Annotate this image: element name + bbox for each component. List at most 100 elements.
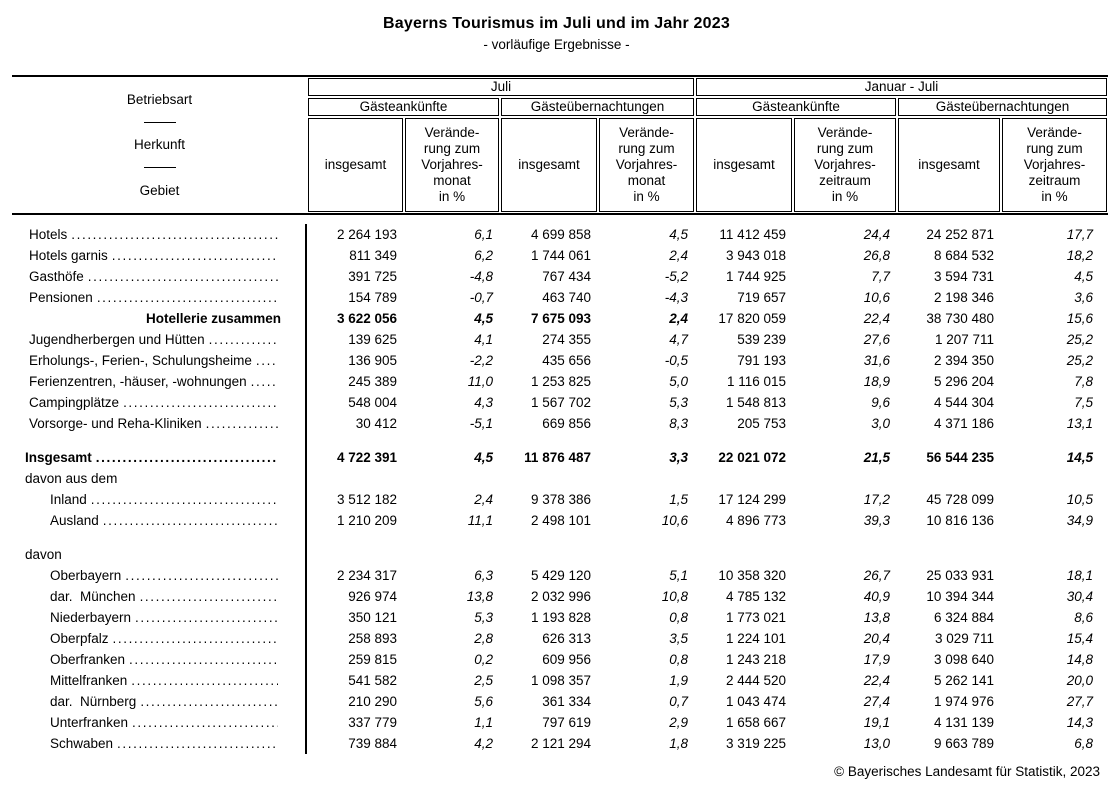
measure-group-header: Gästeankünfte bbox=[696, 98, 896, 116]
total-value: 2 234 317 bbox=[336, 568, 397, 583]
row-label-text: Schwaben bbox=[50, 736, 114, 751]
row-label-text: Gasthöfe bbox=[29, 269, 84, 284]
pct-change-value: 5,0 bbox=[669, 374, 688, 389]
total-value: 259 815 bbox=[348, 652, 397, 667]
pct-change-value: -4,8 bbox=[469, 269, 493, 284]
total-value: 2 394 350 bbox=[933, 353, 994, 368]
dot-leader bbox=[125, 652, 278, 667]
total-value: 38 730 480 bbox=[926, 311, 994, 326]
pct-change-value: 14,8 bbox=[1066, 652, 1093, 667]
spacer-row bbox=[12, 434, 1108, 447]
pct-change-value: 7,8 bbox=[1074, 374, 1093, 389]
pct-change-value: 13,8 bbox=[863, 610, 890, 625]
pct-change-value: 1,8 bbox=[669, 736, 688, 751]
table-row: Pensionen 154 789 -0,7 463 740 -4,3 719 657 10… bbox=[12, 287, 1108, 308]
dot-leader bbox=[113, 736, 278, 751]
row-label-text: Oberfranken bbox=[50, 652, 126, 667]
pct-change-value: 6,3 bbox=[474, 568, 493, 583]
row-label: Insgesamt bbox=[12, 447, 307, 468]
pct-change-value: 2,4 bbox=[474, 492, 493, 507]
dot-leader bbox=[202, 416, 278, 431]
row-label-text: Campingplätze bbox=[29, 395, 120, 410]
row-label: Mittelfranken bbox=[12, 670, 307, 691]
pct-change-value: 4,7 bbox=[669, 332, 688, 347]
total-value: 463 740 bbox=[542, 290, 591, 305]
table-row: Erholungs-, Ferien-, Schulungsheime 136 9… bbox=[12, 350, 1108, 371]
table-row: Mittelfranken 541 582 2,5 1 098 357 1,9 2 444… bbox=[12, 670, 1108, 691]
measure-group-header: Gästeankünfte bbox=[308, 98, 499, 116]
total-value: 274 355 bbox=[542, 332, 591, 347]
dot-leader bbox=[92, 450, 278, 465]
total-value: 4 131 139 bbox=[933, 715, 994, 730]
dot-leader bbox=[205, 332, 278, 347]
pct-change-value: 15,6 bbox=[1066, 311, 1093, 326]
total-value: 669 856 bbox=[542, 416, 591, 431]
pct-change-value: 24,4 bbox=[863, 227, 890, 242]
row-label-text: davon aus dem bbox=[25, 471, 118, 486]
column-header: insgesamt bbox=[898, 118, 1000, 212]
row-label: Niederbayern bbox=[12, 607, 307, 628]
pct-change-value: 4,5 bbox=[1074, 269, 1093, 284]
dot-leader bbox=[136, 589, 278, 604]
pct-change-value: -2,2 bbox=[469, 353, 493, 368]
dot-leader bbox=[93, 290, 278, 305]
measure-group-header: Gästeübernachtungen bbox=[501, 98, 694, 116]
total-value: 1 207 711 bbox=[934, 332, 994, 347]
pct-change-value: 10,6 bbox=[661, 513, 688, 528]
total-value: 4 785 132 bbox=[725, 589, 786, 604]
column-header: insgesamt bbox=[696, 118, 792, 212]
total-value: 767 434 bbox=[542, 269, 591, 284]
total-value: 9 663 789 bbox=[933, 736, 994, 751]
row-label: Oberfranken bbox=[12, 649, 307, 670]
row-label: Vorsorge- und Reha-Kliniken bbox=[12, 413, 307, 434]
total-value: 609 956 bbox=[542, 652, 591, 667]
row-label-text: Insgesamt bbox=[25, 450, 92, 465]
row-label: Hotels garnis bbox=[12, 245, 307, 266]
pct-change-value: 9,6 bbox=[871, 395, 890, 410]
period-header: Januar - Juli bbox=[696, 78, 1107, 96]
total-value: 1 210 209 bbox=[336, 513, 397, 528]
column-header: insgesamt bbox=[308, 118, 403, 212]
total-value: 5 429 120 bbox=[530, 568, 591, 583]
dot-leader bbox=[67, 227, 278, 242]
row-label-text: Hotellerie zusammen bbox=[145, 311, 281, 326]
pct-change-value: 25,2 bbox=[1066, 353, 1093, 368]
row-label-text: Pensionen bbox=[29, 290, 93, 305]
table-row: Insgesamt 4 722 391 4,5 11 876 487 3,3 22 021… bbox=[12, 447, 1108, 468]
total-value: 719 657 bbox=[737, 290, 786, 305]
pct-change-value: 2,9 bbox=[669, 715, 688, 730]
row-label: Inland bbox=[12, 489, 307, 510]
row-label: Ausland bbox=[12, 510, 307, 531]
pct-change-value: 11,0 bbox=[467, 374, 493, 389]
total-value: 1 193 828 bbox=[530, 610, 591, 625]
table-row: Oberfranken 259 815 0,2 609 956 0,8 1 243 218… bbox=[12, 649, 1108, 670]
pct-change-value: 1,9 bbox=[669, 673, 688, 688]
total-value: 1 253 825 bbox=[530, 374, 591, 389]
pct-change-value: 4,5 bbox=[669, 227, 688, 242]
pct-change-value: 3,6 bbox=[1074, 290, 1093, 305]
pct-change-value: 6,1 bbox=[474, 227, 493, 242]
pct-change-value: 5,3 bbox=[474, 610, 493, 625]
table-row: Ausland 1 210 209 11,1 2 498 101 10,6 4 896 7… bbox=[12, 510, 1108, 531]
total-value: 6 324 884 bbox=[933, 610, 994, 625]
pct-change-value: 21,5 bbox=[863, 450, 890, 465]
total-value: 10 816 136 bbox=[926, 513, 994, 528]
pct-change-value: -4,3 bbox=[664, 290, 688, 305]
section-row: davon bbox=[12, 544, 1108, 565]
row-label: Erholungs-, Ferien-, Schulungsheime bbox=[12, 350, 307, 371]
table-body: Hotels 2 264 193 6,1 4 699 858 4,5 11 412 459… bbox=[12, 215, 1108, 754]
pct-change-value: 0,8 bbox=[669, 610, 688, 625]
row-label-text: Oberbayern bbox=[50, 568, 122, 583]
total-value: 139 625 bbox=[348, 332, 397, 347]
row-label: Unterfranken bbox=[12, 712, 307, 733]
page-title: Bayerns Tourismus im Juli und im Jahr 20… bbox=[383, 15, 730, 32]
total-value: 5 296 204 bbox=[933, 374, 994, 389]
total-value: 3 594 731 bbox=[933, 269, 994, 284]
row-label: davon bbox=[12, 544, 307, 565]
dot-leader bbox=[247, 374, 278, 389]
pct-change-value: 4,5 bbox=[474, 450, 493, 465]
total-value: 3 512 182 bbox=[336, 492, 397, 507]
dot-leader bbox=[119, 395, 278, 410]
total-value: 3 098 640 bbox=[933, 652, 994, 667]
total-value: 541 582 bbox=[348, 673, 397, 688]
